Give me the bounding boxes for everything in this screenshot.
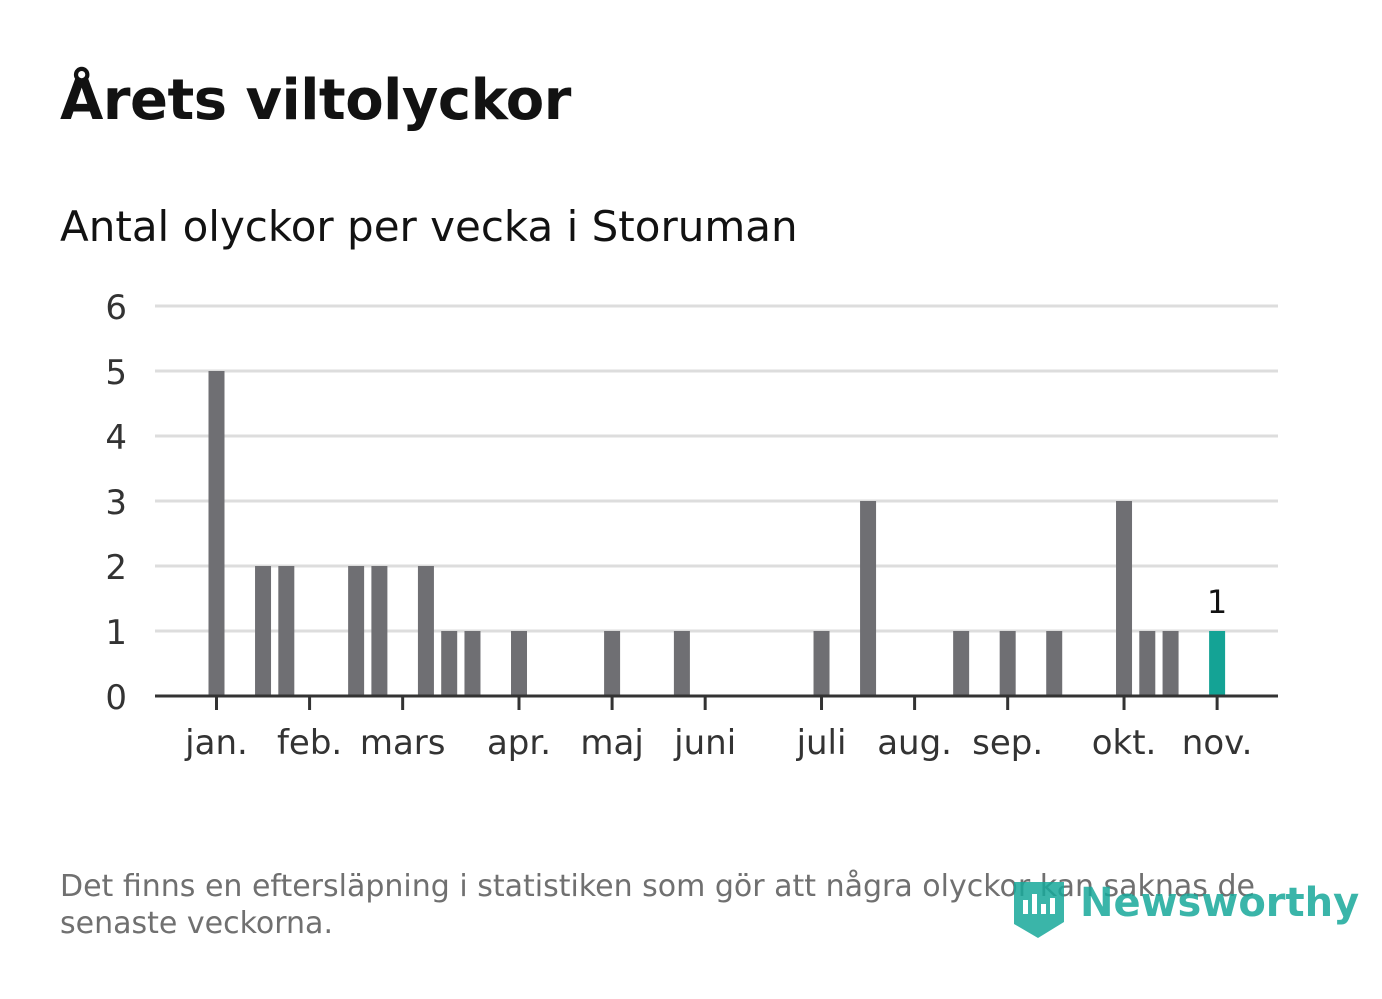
x-tick-label: maj — [580, 723, 643, 763]
y-tick-label: 4 — [105, 418, 127, 458]
bar — [417, 566, 434, 696]
bar-highlight — [1209, 631, 1226, 696]
bar — [464, 631, 481, 696]
newsworthy-logo: Newsworthy — [1010, 878, 1359, 942]
bar — [1162, 631, 1179, 696]
bar — [1139, 631, 1156, 696]
y-tick-label: 0 — [105, 678, 127, 718]
y-tick-label: 6 — [105, 288, 127, 328]
chart-title: Årets viltolyckor — [60, 68, 571, 133]
y-tick-label: 1 — [105, 613, 127, 653]
x-tick-label: okt. — [1092, 723, 1157, 763]
y-tick-label: 3 — [105, 483, 127, 523]
y-tick-label: 5 — [105, 353, 127, 393]
x-tick-label: feb. — [277, 723, 342, 763]
x-tick-label: sep. — [972, 723, 1043, 763]
bar — [255, 566, 272, 696]
bar — [278, 566, 295, 696]
bar — [999, 631, 1016, 696]
bar — [1046, 631, 1063, 696]
x-tick-label: apr. — [487, 723, 551, 763]
bar — [1116, 501, 1133, 696]
x-tick-label: juni — [673, 723, 736, 763]
bar — [371, 566, 388, 696]
bar — [860, 501, 877, 696]
x-tick-label: jan. — [184, 723, 248, 763]
logo-text: Newsworthy — [1080, 880, 1360, 926]
data-label: 1 — [1207, 583, 1227, 621]
x-tick-label: aug. — [877, 723, 952, 763]
bar — [813, 631, 830, 696]
bar — [348, 566, 365, 696]
bar — [953, 631, 970, 696]
newsworthy-logo-icon — [1014, 882, 1064, 938]
chart-subtitle: Antal olyckor per vecka i Storuman — [60, 202, 798, 251]
bar — [441, 631, 458, 696]
x-tick-label: nov. — [1182, 723, 1253, 763]
bar — [673, 631, 690, 696]
y-tick-label: 2 — [105, 548, 127, 588]
bar — [604, 631, 621, 696]
x-tick-label: mars — [360, 723, 446, 763]
bar — [511, 631, 528, 696]
x-tick-label: juli — [796, 723, 847, 763]
bar — [208, 371, 225, 696]
